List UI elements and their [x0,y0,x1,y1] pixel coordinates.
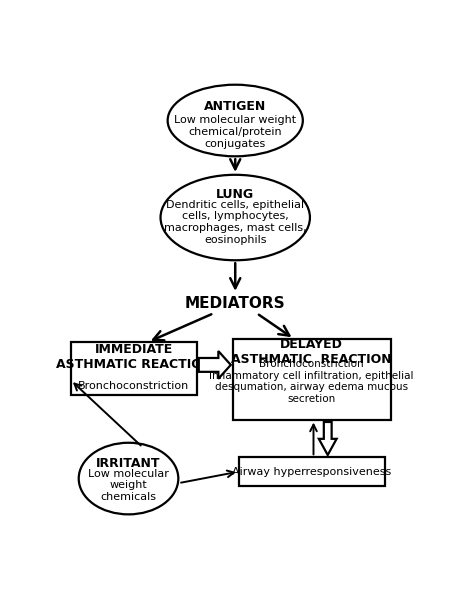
Text: Low molecular weight
chemical/protein
conjugates: Low molecular weight chemical/protein co… [174,115,297,149]
Text: Low molecular
weight
chemicals: Low molecular weight chemicals [88,469,169,502]
Text: Airway hyperresponsiveness: Airway hyperresponsiveness [232,467,392,476]
Text: LUNG: LUNG [216,188,254,201]
Text: IRRITANT: IRRITANT [96,457,161,470]
Text: MEDIATORS: MEDIATORS [185,295,285,311]
Polygon shape [319,422,336,455]
Text: ANTIGEN: ANTIGEN [204,100,266,113]
Polygon shape [199,351,231,379]
Text: IMMEDIATE
ASTHMATIC REACTION: IMMEDIATE ASTHMATIC REACTION [56,343,212,371]
Text: Bronchoconstriction
Inflammatory cell infiltration, epithelial
desqumation, airw: Bronchoconstriction Inflammatory cell in… [209,359,414,404]
Text: Dendritic cells, epithelial
cells, lymphocytes,
macrophages, mast cells,
eosinop: Dendritic cells, epithelial cells, lymph… [164,200,307,245]
Text: DELAYED
ASTHMATIC  REACTION: DELAYED ASTHMATIC REACTION [231,338,392,365]
Text: Bronchoconstriction: Bronchoconstriction [78,381,190,391]
